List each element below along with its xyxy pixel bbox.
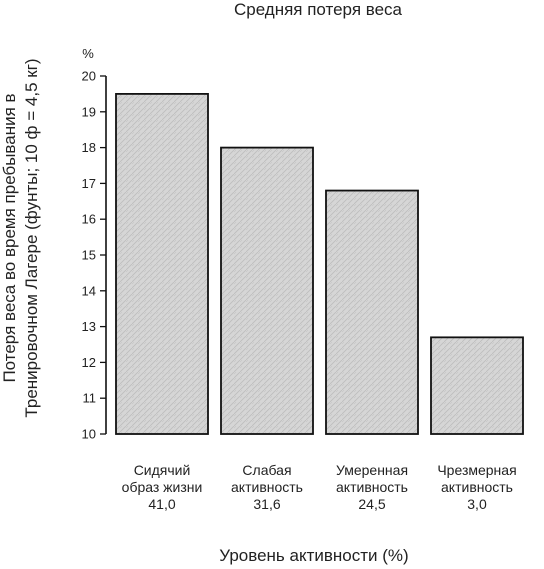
x-label-share: 41,0 bbox=[148, 496, 175, 512]
x-label-share: 31,6 bbox=[253, 496, 280, 512]
y-axis-title: Потеря веса во время пребывания в Тренир… bbox=[0, 58, 41, 417]
bar bbox=[325, 189, 419, 435]
bars-group bbox=[115, 93, 524, 435]
x-label-line-2: активность bbox=[441, 479, 513, 495]
y-tick-label: 14 bbox=[82, 283, 96, 298]
y-axis-title-line-1: Потеря веса во время пребывания в bbox=[0, 93, 19, 382]
bar bbox=[430, 336, 524, 435]
y-ticks-group: 10 11 12 13 14 15 16 17 18 19 20 bbox=[82, 69, 106, 442]
y-axis-title-line-2: Тренировочном Лагере (фунты; 10 ф = 4,5 … bbox=[22, 58, 41, 417]
y-tick-label: 13 bbox=[82, 319, 96, 334]
y-tick-label: 19 bbox=[82, 104, 96, 119]
y-tick-label: 12 bbox=[82, 355, 96, 370]
y-tick-label: 20 bbox=[82, 69, 96, 84]
x-label-line-1: Слабая bbox=[242, 462, 291, 478]
x-label-line-1: Умеренная bbox=[336, 462, 408, 478]
x-label-share: 24,5 bbox=[358, 496, 385, 512]
y-tick-label: 15 bbox=[82, 248, 96, 263]
x-label-line-1: Чрезмерная bbox=[437, 462, 516, 478]
y-tick-label: 10 bbox=[82, 427, 96, 442]
x-label-share: 3,0 bbox=[467, 496, 487, 512]
x-label-line-1: Сидячий bbox=[134, 462, 191, 478]
y-tick-label: 17 bbox=[82, 176, 96, 191]
chart-title: Средняя потеря веса bbox=[234, 0, 403, 19]
x-label-line-2: активность bbox=[231, 479, 303, 495]
y-tick-label: 18 bbox=[82, 140, 96, 155]
x-label-line-2: образ жизни bbox=[122, 479, 203, 495]
y-tick-label: 16 bbox=[82, 212, 96, 227]
x-label-line-2: активность bbox=[336, 479, 408, 495]
y-axis-unit: % bbox=[82, 46, 94, 61]
bar bbox=[220, 146, 314, 435]
x-axis-title: Уровень активности (%) bbox=[219, 546, 408, 565]
bar bbox=[115, 93, 209, 435]
y-tick-label: 11 bbox=[83, 391, 97, 406]
